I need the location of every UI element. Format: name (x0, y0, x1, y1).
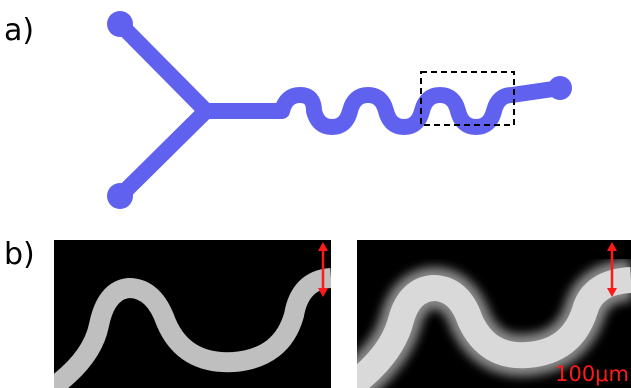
channel-image-right (357, 267, 631, 388)
micrograph-left (54, 240, 331, 388)
inlet-port-top (107, 11, 133, 37)
zoom-region-box (420, 71, 515, 126)
serpentine-channel (198, 80, 568, 135)
arrow-head-down-left (318, 288, 328, 297)
panel-b-label: b) (4, 237, 35, 272)
scale-bar-label: 100μm (555, 362, 629, 386)
arrow-head-up-left (318, 242, 328, 251)
microchannel-schematic (107, 11, 572, 209)
outlet-port (548, 76, 572, 100)
inlet-port-bottom (107, 183, 133, 209)
micrograph-right: 100μm (357, 240, 631, 388)
inlet-channel-top (112, 16, 214, 119)
panel-a-label: a) (4, 13, 35, 48)
arrow-head-down-right (607, 288, 617, 297)
arrow-head-up-right (607, 242, 617, 251)
inlet-channel-bottom (112, 103, 214, 204)
channel-image-left (54, 268, 331, 388)
